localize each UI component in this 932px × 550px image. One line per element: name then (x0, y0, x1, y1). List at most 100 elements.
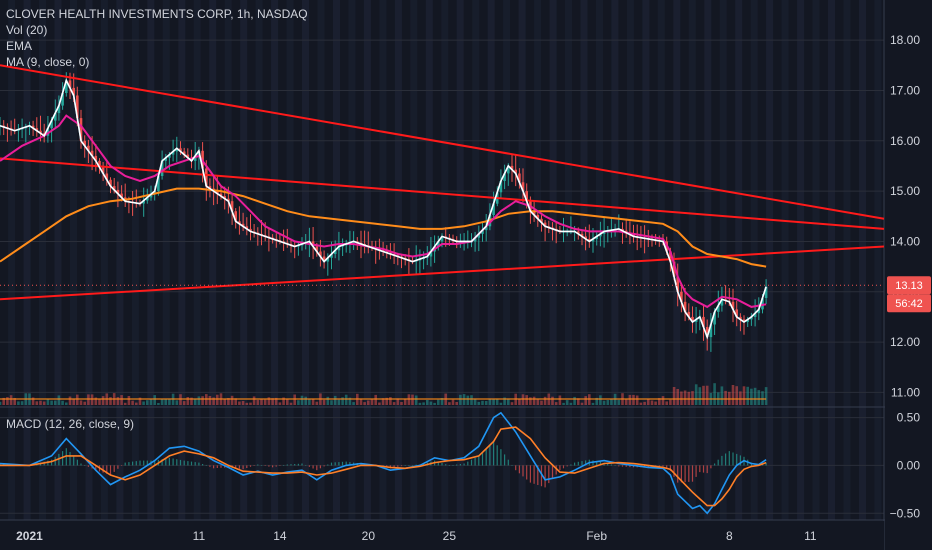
macd-histogram-bar (507, 459, 509, 466)
session-stripe (596, 0, 603, 520)
volume-bar (245, 402, 249, 405)
volume-bar (565, 400, 569, 405)
candle-body (510, 165, 514, 170)
candle-body (164, 157, 167, 161)
candle-body (157, 176, 160, 192)
volume-bar (414, 395, 418, 405)
macd-histogram-bar (179, 459, 182, 466)
volume-bar (131, 400, 134, 405)
price-tick-label: 16.00 (890, 134, 920, 148)
candle-body (116, 189, 120, 194)
macd-histogram-bar (441, 463, 443, 466)
macd-histogram-bar (238, 465, 240, 469)
candle-body (543, 222, 547, 227)
ema-indicator-label[interactable]: EMA (6, 39, 33, 53)
session-stripe (363, 0, 371, 520)
volume-indicator-label[interactable]: Vol (20) (6, 23, 48, 37)
macd-histogram-bar (135, 461, 137, 466)
volume-bar (348, 397, 352, 405)
macd-histogram-bar (349, 462, 351, 466)
candle-body (532, 211, 536, 215)
session-stripe (178, 0, 186, 520)
trendlines[interactable] (0, 64, 885, 301)
volume-bar (643, 401, 646, 405)
macd-histogram-bar (448, 465, 450, 466)
candle-body (492, 203, 495, 215)
macd-histogram-bar (610, 464, 612, 466)
volume-bar (639, 402, 643, 405)
volume-bar (297, 400, 300, 405)
candle-body (182, 151, 186, 155)
volume-bar (223, 399, 226, 405)
candle-body (234, 211, 237, 222)
last-price-value: 13.13 (895, 280, 923, 292)
volume-bar (503, 397, 506, 405)
price-axis-panel (885, 0, 932, 550)
macd-histogram-bar (213, 465, 215, 469)
macd-histogram-bar (423, 463, 425, 466)
signal-line (0, 426, 767, 507)
volume-bar (252, 396, 256, 405)
macd-histogram-bar (330, 462, 333, 466)
volume-bar (238, 401, 241, 405)
macd-histogram-bar (699, 465, 701, 473)
volume-bar (193, 398, 197, 405)
close-line (0, 78, 767, 340)
volume-bar (739, 391, 742, 405)
macd-histogram-bar (411, 465, 414, 466)
macd-histogram-bar (688, 465, 690, 482)
candle-body (503, 173, 506, 181)
volume-bar (470, 395, 473, 405)
macd-histogram-bar (518, 465, 520, 474)
volume-bar (661, 396, 665, 405)
macd-histogram-bar (176, 459, 178, 466)
volume-bar (127, 396, 131, 405)
candle-body (525, 191, 528, 202)
volume-bar (385, 397, 388, 405)
macd-indicator-label[interactable]: MACD (12, 26, close, 9) (6, 417, 135, 431)
volume-bar (164, 398, 167, 405)
volume-bar (580, 402, 584, 405)
session-stripe (704, 0, 712, 520)
macd-histogram-bar (69, 452, 71, 466)
macd-histogram-bar (629, 465, 631, 468)
volume-bar (326, 396, 330, 405)
session-stripe (534, 0, 542, 520)
macd-histogram-bar (765, 462, 767, 466)
candle-body (146, 197, 149, 201)
volume-bar (632, 394, 635, 405)
candle-body (473, 237, 477, 242)
ma-indicator-label[interactable]: MA (9, close, 0) (6, 55, 90, 69)
session-stripe (100, 0, 108, 520)
macd-histogram-bar (216, 465, 218, 468)
session-stripe (503, 0, 511, 520)
candle-body (193, 155, 197, 161)
macd-histogram-bar (323, 465, 325, 467)
macd-histogram-bar (548, 465, 550, 484)
candle-body (160, 160, 164, 176)
session-stripe (348, 0, 356, 520)
volume-bar (746, 386, 749, 405)
bar-countdown: 56:42 (895, 298, 923, 310)
volume-bar (757, 390, 761, 405)
macd-histogram-bar (544, 465, 546, 488)
macd-histogram-bar (485, 448, 487, 466)
price-tick-label: 15.00 (890, 184, 920, 198)
volume-bar (654, 401, 657, 405)
macd-histogram-bar (714, 463, 716, 466)
macd-histogram-bar (452, 465, 454, 466)
symbol-title[interactable]: CLOVER HEALTH INVESTMENTS CORP, 1h, NASD… (6, 7, 308, 21)
volume-bar (437, 399, 440, 405)
volume-bar (628, 394, 632, 405)
volume-bar (584, 396, 587, 405)
volume-bar (76, 394, 79, 405)
candle-body (46, 128, 50, 136)
volume-bar (116, 397, 120, 405)
session-stripe (224, 0, 232, 520)
macd-histogram-bar (555, 465, 557, 475)
trendline (0, 64, 885, 220)
candle-body (149, 194, 153, 198)
volume-bar (120, 395, 123, 405)
volume-bar (175, 400, 179, 405)
